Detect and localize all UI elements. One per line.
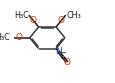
Text: O: O xyxy=(30,16,37,25)
Text: H₃C: H₃C xyxy=(14,11,28,20)
Text: O: O xyxy=(63,58,70,67)
Text: O: O xyxy=(57,16,64,25)
Text: CH₃: CH₃ xyxy=(66,11,80,20)
Text: N: N xyxy=(54,47,61,56)
Text: H₃C: H₃C xyxy=(0,33,10,42)
Text: O: O xyxy=(16,33,23,42)
Text: C: C xyxy=(59,52,65,61)
